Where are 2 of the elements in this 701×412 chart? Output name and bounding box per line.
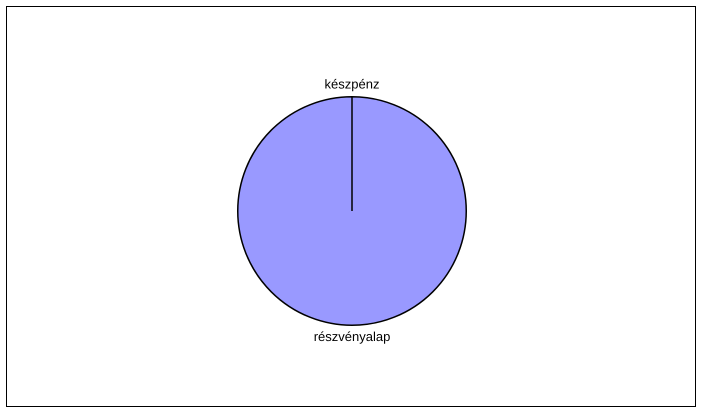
slice-label: részvényalap <box>314 328 390 344</box>
category-label: készpénz <box>324 76 380 92</box>
